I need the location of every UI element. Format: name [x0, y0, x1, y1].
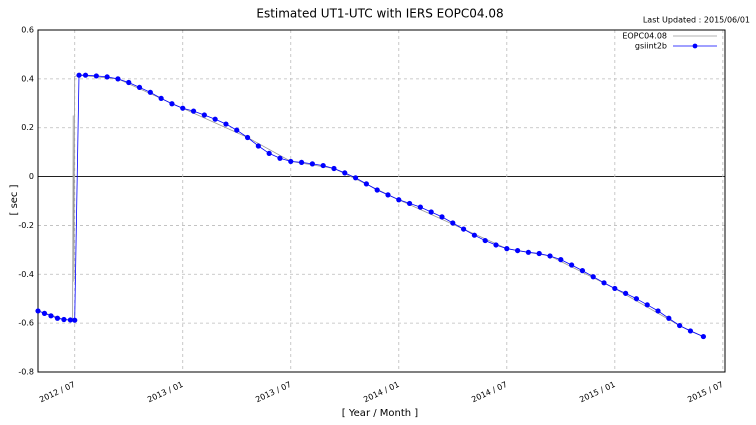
data-point: [309, 161, 315, 167]
chart-title: Estimated UT1-UTC with IERS EOPC04.08: [256, 7, 503, 21]
data-point: [244, 134, 251, 141]
data-point: [547, 253, 553, 259]
data-point: [277, 155, 283, 161]
data-point: [48, 313, 54, 319]
data-point: [104, 74, 110, 80]
data-point: [41, 310, 48, 316]
data-point: [504, 246, 510, 252]
data-point: [700, 333, 706, 340]
y-tick-label: 0.2: [21, 123, 34, 132]
y-axis-label: [ sec ]: [9, 184, 20, 215]
x-tick-label: 2015 / 01: [578, 380, 617, 404]
data-point: [255, 143, 261, 149]
legend-label: EOPC04.08: [622, 32, 667, 41]
y-tick-label: 0.4: [21, 74, 34, 83]
legend-marker: [692, 43, 698, 49]
data-point: [428, 209, 434, 215]
y-tick-label: -0.4: [18, 270, 34, 279]
x-tick-label: 2015 / 07: [686, 380, 725, 404]
data-point: [190, 108, 197, 114]
data-point: [342, 170, 348, 176]
series-line: [37, 74, 704, 337]
data-point: [147, 89, 153, 95]
data-point: [298, 159, 305, 166]
y-tick-label: -0.6: [18, 319, 34, 328]
data-point: [288, 158, 294, 165]
x-tick-label: 2014 / 01: [362, 380, 401, 404]
data-point: [180, 105, 186, 111]
x-axis-label: [ Year / Month ]: [342, 408, 419, 419]
data-point: [76, 72, 82, 78]
data-point: [655, 308, 661, 314]
data-point: [677, 322, 683, 329]
data-point: [385, 192, 391, 198]
data-point: [493, 242, 499, 248]
data-point: [590, 274, 596, 280]
data-point: [536, 250, 542, 257]
data-point: [67, 317, 74, 323]
plot-frame: [37, 29, 726, 373]
data-point: [363, 181, 369, 187]
series-line: [37, 74, 704, 337]
data-point: [612, 285, 618, 292]
x-tick-label: 2014 / 07: [470, 380, 509, 404]
data-point: [82, 72, 89, 78]
x-tick-label: 2013 / 01: [146, 380, 185, 404]
data-point: [169, 101, 175, 107]
data-point: [417, 204, 423, 210]
data-point: [633, 296, 640, 302]
data-point: [72, 317, 78, 323]
y-tick-label: -0.8: [18, 368, 34, 377]
data-point: [623, 290, 629, 296]
data-point: [601, 280, 607, 286]
data-point: [158, 95, 164, 101]
data-point: [460, 226, 467, 232]
data-point: [201, 112, 207, 118]
data-point: [569, 262, 575, 268]
data-point: [115, 76, 121, 82]
data-point: [482, 237, 488, 244]
data-point: [352, 175, 359, 181]
data-point: [644, 302, 650, 308]
x-tick-label: 2012 / 07: [38, 380, 77, 404]
data-point: [54, 315, 61, 321]
data-point: [579, 268, 586, 274]
data-point: [666, 315, 672, 321]
y-tick-label: 0: [29, 172, 34, 181]
data-point: [515, 247, 521, 254]
data-point: [61, 316, 67, 323]
data-point: [396, 197, 402, 203]
data-point: [471, 232, 477, 238]
data-point: [320, 162, 326, 169]
data-point: [212, 116, 218, 122]
data-point: [126, 79, 132, 86]
data-point: [687, 328, 694, 334]
data-point: [439, 214, 445, 220]
y-tick-label: 0.6: [21, 26, 34, 35]
data-point: [223, 121, 229, 127]
last-updated: Last Updated : 2015/06/01: [643, 16, 750, 25]
y-tick-label: -0.2: [18, 221, 34, 230]
data-point: [234, 127, 240, 133]
x-tick-label: 2013 / 07: [254, 380, 293, 404]
data-point: [374, 187, 380, 193]
data-point: [136, 84, 143, 91]
legend-label: gsiint2b: [635, 42, 667, 51]
data-point: [558, 257, 564, 263]
data-point: [93, 73, 99, 79]
data-point: [331, 165, 337, 172]
data-point: [35, 308, 41, 314]
data-point: [525, 249, 532, 255]
data-point: [450, 220, 456, 226]
data-point: [406, 200, 413, 207]
data-point: [266, 150, 272, 156]
